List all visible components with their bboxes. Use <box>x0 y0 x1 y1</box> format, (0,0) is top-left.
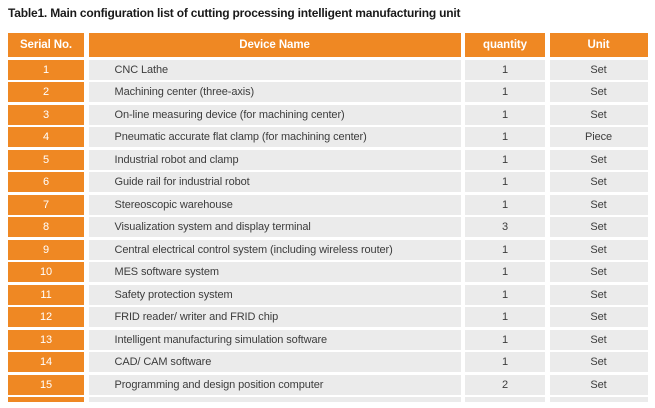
cell-unit: Piece <box>549 127 648 147</box>
table-row: 1 CNC Lathe 1 Set <box>8 59 648 80</box>
table-row: 10 MES software system 1 Set <box>8 262 648 282</box>
cell-device: FRID reader/ writer and FRID chip <box>88 307 461 327</box>
cell-device: On-line measuring device (for machining … <box>88 104 461 125</box>
table-row: 6 Guide rail for industrial robot 1 Set <box>8 172 648 192</box>
table-row: 2 Machining center (three-axis) 1 Set <box>8 82 648 102</box>
cell-serial: 13 <box>8 329 84 350</box>
cell-quantity: 1 <box>465 262 545 282</box>
cell-quantity: 1 <box>465 284 545 305</box>
cell-device: Machining center (three-axis) <box>88 82 461 102</box>
cell-quantity: 1 <box>465 104 545 125</box>
cell-device: MES software system <box>88 262 461 282</box>
cell-quantity: 1 <box>465 59 545 80</box>
header-quantity: quantity <box>465 33 545 57</box>
cell-quantity: 1 <box>465 149 545 170</box>
config-table: Serial No. Device Name quantity Unit 1 C… <box>8 33 648 402</box>
header-device-name: Device Name <box>88 33 461 57</box>
table-row: 4 Pneumatic accurate flat clamp (for mac… <box>8 127 648 147</box>
table-row: 7 Stereoscopic warehouse 1 Set <box>8 194 648 215</box>
table-row: 3 On-line measuring device (for machinin… <box>8 104 648 125</box>
cell-serial: 7 <box>8 194 84 215</box>
table-title: Table1. Main configuration list of cutti… <box>8 6 461 20</box>
cell-quantity: 1 <box>465 239 545 260</box>
cell-device: Pneumatic accurate flat clamp (for machi… <box>88 127 461 147</box>
cell-unit: Set <box>549 374 648 395</box>
cell-quantity <box>465 397 545 402</box>
cell-quantity: 1 <box>465 329 545 350</box>
cell-unit: Set <box>549 307 648 327</box>
cell-serial: 14 <box>8 352 84 372</box>
table-header-row: Serial No. Device Name quantity Unit <box>8 33 648 57</box>
table-row: 8 Visualization system and display termi… <box>8 217 648 237</box>
table-row: 13 Intelligent manufacturing simulation … <box>8 329 648 350</box>
cell-unit: Set <box>549 104 648 125</box>
cell-unit: Set <box>549 194 648 215</box>
cell-device: Central electrical control system (inclu… <box>88 239 461 260</box>
cell-serial: 8 <box>8 217 84 237</box>
cell-device: Safety protection system <box>88 284 461 305</box>
table-row: 5 Industrial robot and clamp 1 Set <box>8 149 648 170</box>
table-row: 15 Programming and design position compu… <box>8 374 648 395</box>
cell-device: CNC Lathe <box>88 59 461 80</box>
cell-device: Visualization system and display termina… <box>88 217 461 237</box>
cell-unit: Set <box>549 239 648 260</box>
table-row: 12 FRID reader/ writer and FRID chip 1 S… <box>8 307 648 327</box>
cell-unit: Set <box>549 172 648 192</box>
cell-serial <box>8 397 84 402</box>
cell-unit: Set <box>549 149 648 170</box>
cell-device: Programming and design position computer <box>88 374 461 395</box>
cell-device: Guide rail for industrial robot <box>88 172 461 192</box>
cell-device: CAD/ CAM software <box>88 352 461 372</box>
table-body: 1 CNC Lathe 1 Set 2 Machining center (th… <box>8 59 648 395</box>
cell-quantity: 1 <box>465 172 545 192</box>
cell-unit: Set <box>549 217 648 237</box>
cell-serial: 1 <box>8 59 84 80</box>
cell-serial: 12 <box>8 307 84 327</box>
table-row-partial-cutoff <box>8 397 648 402</box>
cell-device: Stereoscopic warehouse <box>88 194 461 215</box>
cell-serial: 6 <box>8 172 84 192</box>
cell-quantity: 1 <box>465 307 545 327</box>
table-row: 9 Central electrical control system (inc… <box>8 239 648 260</box>
table-row: 14 CAD/ CAM software 1 Set <box>8 352 648 372</box>
cell-quantity: 3 <box>465 217 545 237</box>
cell-quantity: 2 <box>465 374 545 395</box>
cell-unit: Set <box>549 284 648 305</box>
cell-unit: Set <box>549 82 648 102</box>
cell-device <box>88 397 461 402</box>
cell-serial: 9 <box>8 239 84 260</box>
cell-serial: 10 <box>8 262 84 282</box>
cell-quantity: 1 <box>465 194 545 215</box>
cell-device: Industrial robot and clamp <box>88 149 461 170</box>
cell-serial: 2 <box>8 82 84 102</box>
cell-serial: 15 <box>8 374 84 395</box>
header-unit: Unit <box>549 33 648 57</box>
cell-serial: 3 <box>8 104 84 125</box>
cell-quantity: 1 <box>465 82 545 102</box>
cell-device: Intelligent manufacturing simulation sof… <box>88 329 461 350</box>
cell-unit: Set <box>549 352 648 372</box>
cell-unit <box>549 397 648 402</box>
cell-serial: 5 <box>8 149 84 170</box>
header-serial-no: Serial No. <box>8 33 84 57</box>
cell-serial: 4 <box>8 127 84 147</box>
cell-serial: 11 <box>8 284 84 305</box>
cell-quantity: 1 <box>465 127 545 147</box>
cell-unit: Set <box>549 59 648 80</box>
cell-unit: Set <box>549 262 648 282</box>
table-row: 11 Safety protection system 1 Set <box>8 284 648 305</box>
cell-unit: Set <box>549 329 648 350</box>
cell-quantity: 1 <box>465 352 545 372</box>
